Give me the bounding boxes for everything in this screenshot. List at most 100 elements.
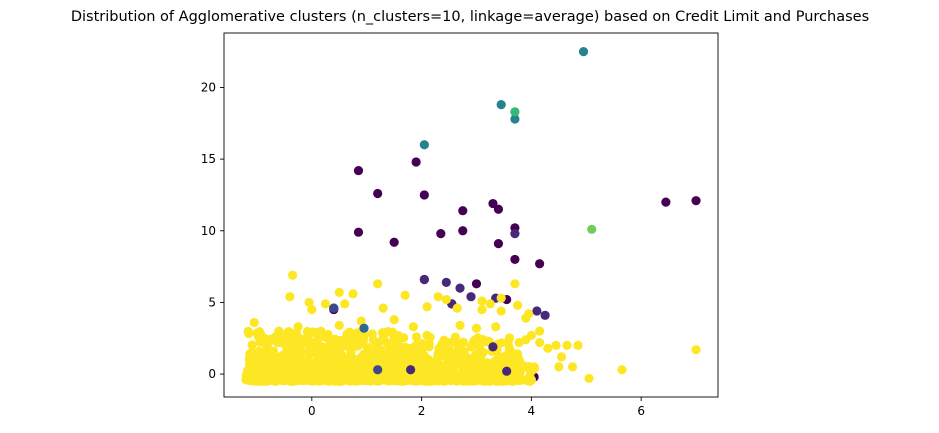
data-point-cluster-9 [316, 326, 326, 336]
data-point-cluster-9 [691, 345, 701, 355]
data-point-cluster-9 [288, 270, 298, 280]
data-point-cluster-9 [477, 366, 487, 376]
data-point-cluster-9 [433, 292, 443, 302]
data-point-cluster-9 [449, 372, 460, 382]
data-point-cluster-9 [279, 366, 289, 376]
data-point-cluster-9 [556, 352, 567, 362]
data-point-cluster-0 [458, 226, 468, 236]
data-point-cluster-0 [353, 165, 364, 176]
data-point-cluster-9 [249, 317, 259, 328]
data-point-cluster-1 [540, 310, 550, 320]
data-point-cluster-1 [419, 274, 429, 285]
data-point-cluster-9 [482, 336, 493, 346]
data-point-cluster-0 [471, 279, 482, 289]
data-point-cluster-9 [334, 320, 344, 330]
data-point-cluster-9 [241, 375, 251, 385]
y-tick-label: 5 [208, 295, 216, 309]
data-point-cluster-9 [243, 326, 253, 336]
data-point-cluster-9 [293, 322, 303, 332]
data-point-cluster-9 [584, 373, 594, 383]
data-point-cluster-9 [510, 365, 520, 375]
data-point-cluster-9 [535, 337, 545, 348]
data-point-cluster-9 [340, 373, 350, 383]
data-point-cluster-9 [400, 342, 410, 352]
data-point-cluster-9 [433, 349, 443, 359]
data-point-cluster-3 [359, 323, 369, 333]
data-point-cluster-9 [543, 343, 553, 353]
data-point-cluster-9 [362, 372, 372, 382]
data-point-cluster-9 [378, 303, 388, 313]
data-point-cluster-9 [554, 362, 564, 372]
data-point-cluster-9 [427, 362, 438, 372]
data-point-cluster-0 [419, 190, 429, 200]
data-point-cluster-9 [312, 365, 322, 375]
data-point-cluster-9 [334, 341, 344, 351]
data-point-cluster-9 [503, 337, 513, 347]
data-point-cluster-1 [532, 306, 542, 316]
data-point-cluster-9 [485, 299, 495, 309]
data-point-cluster-9 [504, 356, 515, 366]
data-point-cluster-0 [353, 227, 364, 237]
data-point-cluster-9 [524, 309, 534, 319]
chart-title: Distribution of Agglomerative clusters (… [71, 9, 869, 25]
data-point-cluster-9 [296, 360, 306, 371]
x-tick-label: 0 [308, 404, 316, 418]
data-point-cluster-9 [256, 329, 266, 339]
data-point-cluster-9 [373, 375, 383, 385]
y-tick-label: 15 [201, 152, 216, 166]
data-point-cluster-9 [493, 362, 504, 372]
data-point-cluster-9 [395, 375, 405, 385]
data-point-cluster-9 [307, 304, 317, 315]
data-point-cluster-1 [441, 277, 451, 287]
x-tick-label: 4 [528, 404, 536, 418]
data-point-cluster-9 [477, 296, 487, 306]
data-point-cluster-9 [289, 334, 299, 344]
data-point-cluster-9 [312, 343, 322, 353]
data-point-cluster-9 [526, 375, 536, 385]
data-point-cluster-9 [263, 362, 273, 372]
data-point-cluster-9 [385, 362, 395, 372]
data-point-cluster-0 [458, 206, 468, 216]
data-point-cluster-9 [399, 333, 409, 343]
data-point-cluster-0 [493, 204, 504, 214]
data-point-cluster-9 [334, 352, 344, 362]
data-point-cluster-9 [466, 342, 476, 352]
data-point-cluster-9 [323, 332, 333, 342]
points-layer [241, 47, 701, 386]
data-point-cluster-9 [301, 335, 311, 345]
data-point-cluster-9 [308, 327, 318, 337]
data-point-cluster-9 [411, 332, 422, 342]
data-point-cluster-4 [510, 114, 520, 124]
data-point-cluster-9 [384, 373, 394, 383]
data-point-cluster-9 [422, 302, 432, 312]
y-tick-label: 0 [208, 367, 216, 381]
data-point-cluster-9 [455, 320, 465, 330]
data-point-cluster-9 [296, 373, 306, 383]
data-point-cluster-9 [513, 300, 523, 310]
data-point-cluster-9 [529, 362, 539, 372]
data-point-cluster-9 [496, 293, 506, 303]
data-point-cluster-9 [367, 329, 377, 339]
data-point-cluster-1 [466, 292, 476, 302]
data-point-cluster-9 [285, 292, 295, 302]
data-point-cluster-9 [411, 340, 421, 351]
data-point-cluster-9 [513, 349, 523, 359]
data-point-cluster-1 [510, 229, 520, 239]
data-point-cluster-9 [444, 337, 454, 348]
data-point-cluster-0 [436, 229, 446, 239]
data-point-cluster-0 [488, 198, 498, 209]
data-point-cluster-1 [406, 365, 416, 375]
data-point-cluster-9 [504, 375, 515, 385]
data-point-cluster-9 [280, 353, 290, 363]
data-point-cluster-9 [567, 362, 578, 372]
data-point-cluster-9 [424, 339, 434, 349]
data-point-cluster-9 [378, 347, 388, 358]
data-point-cluster-9 [551, 340, 561, 351]
data-point-cluster-9 [246, 365, 257, 375]
data-point-cluster-9 [318, 372, 328, 382]
data-point-cluster-9 [274, 326, 284, 336]
data-point-cluster-9 [406, 372, 416, 382]
data-point-cluster-9 [471, 323, 482, 333]
data-point-cluster-9 [416, 358, 426, 368]
data-point-cluster-9 [452, 303, 462, 313]
